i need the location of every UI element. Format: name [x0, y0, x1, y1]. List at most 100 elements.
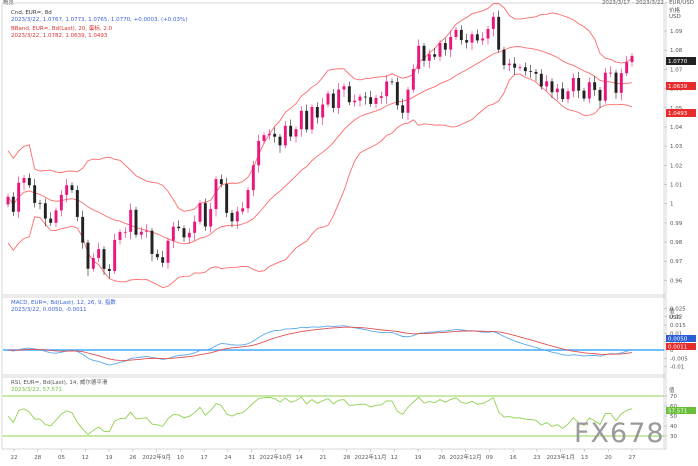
- candle: [470, 31, 474, 51]
- candle: [395, 77, 399, 110]
- candle: [294, 126, 298, 143]
- candle: [513, 57, 517, 76]
- date-tick-label: 19: [415, 455, 422, 461]
- watermark-logo: FX678: [574, 418, 665, 449]
- candle: [619, 68, 623, 101]
- price-axis-head: 价格: [669, 6, 681, 14]
- candle: [331, 88, 335, 113]
- macd-legend-values: 2023/3/22, 0.0050, -0.0011: [11, 307, 87, 313]
- candle: [150, 227, 154, 262]
- candle: [571, 73, 575, 98]
- price-tick-label: 0.96: [670, 278, 683, 284]
- candle: [33, 178, 37, 208]
- candle: [54, 207, 58, 228]
- macd-tick-label: 0: [670, 348, 674, 354]
- candle: [443, 38, 447, 56]
- candle: [582, 87, 586, 102]
- macd-tick-label: 0.005: [670, 340, 686, 346]
- candle: [385, 75, 389, 104]
- macd-legend-title: MACD, EUR=, Bd(Last), 12, 26, 9, 指数: [11, 298, 116, 306]
- bband-legend-values: 2023/3/22, 1.0782, 1.0639, 1.0493: [11, 33, 108, 39]
- candle: [230, 210, 234, 228]
- candle: [433, 47, 437, 60]
- date-tick-label: 28: [343, 455, 350, 461]
- candle: [587, 77, 591, 103]
- candle: [161, 250, 165, 268]
- candle: [11, 192, 15, 217]
- macd-signal-line: [7, 326, 633, 362]
- candle: [491, 12, 495, 37]
- date-tick-label: 14: [296, 455, 303, 461]
- candle: [118, 229, 122, 245]
- candle: [310, 104, 314, 134]
- candle: [406, 86, 410, 121]
- candle: [545, 74, 549, 91]
- rsi-legend-values: 2023/3/22, 57.571: [11, 387, 62, 393]
- date-tick-label: 2022年9月: [142, 453, 171, 461]
- candle: [358, 93, 362, 107]
- date-tick-label: 12: [82, 455, 89, 461]
- candle: [507, 59, 511, 72]
- candle: [518, 64, 522, 71]
- candle: [550, 78, 554, 99]
- candle: [427, 49, 431, 69]
- candle: [273, 127, 277, 143]
- candle: [198, 200, 202, 225]
- macd-tick-label: -0.005: [670, 356, 688, 362]
- candle: [342, 83, 346, 98]
- upper-band-badge: 1.0639: [666, 82, 696, 90]
- candle: [97, 242, 101, 263]
- svg-text:0.0050: 0.0050: [668, 337, 688, 343]
- candle: [65, 178, 69, 203]
- candle: [113, 233, 117, 274]
- date-tick-label: 27: [629, 455, 636, 461]
- candle: [630, 53, 634, 67]
- price-tick-label: 1.08: [670, 48, 683, 54]
- candle: [411, 64, 415, 93]
- macd-line: [7, 325, 633, 366]
- candle: [129, 203, 133, 240]
- candle: [278, 133, 282, 153]
- candle: [609, 66, 613, 78]
- candle: [283, 121, 287, 149]
- date-tick-label: 28: [34, 455, 41, 461]
- candle: [614, 69, 618, 99]
- candle: [43, 198, 47, 227]
- candle: [326, 90, 330, 108]
- date-tick-label: 2023年1月: [546, 453, 575, 461]
- price-tick-label: 0.97: [670, 259, 683, 265]
- rsi-axis-head: 值: [669, 386, 675, 394]
- candle: [219, 174, 223, 187]
- candle: [59, 190, 63, 217]
- candle: [625, 55, 629, 77]
- last-price-badge: 1.0770: [666, 57, 696, 65]
- svg-text:0.0011: 0.0011: [668, 345, 687, 351]
- main-legend-title: Cnd, EUR=, 8d: [11, 10, 52, 16]
- candle: [459, 25, 463, 45]
- candle: [486, 26, 490, 45]
- candle: [187, 228, 191, 244]
- candle: [534, 69, 538, 82]
- candle: [566, 88, 570, 104]
- candle: [257, 134, 261, 173]
- candle: [209, 202, 213, 233]
- price-tick-label: 1.02: [670, 163, 682, 169]
- date-axis: 22 28 05 12 19 26 2022年9月 10 17 24 31 2022年10月 14 21 2…: [11, 449, 636, 461]
- macd-tick-label: 0.025: [670, 306, 686, 312]
- rsi-tick-label: 50: [670, 414, 677, 420]
- date-tick-label: 23: [533, 455, 540, 461]
- date-tick-label: 10: [177, 455, 184, 461]
- candle: [235, 206, 239, 229]
- macd-value-badge: 0.0050: [666, 335, 696, 343]
- rsi-tick-label: 40: [670, 424, 677, 430]
- price-tick-label: 1.04: [670, 125, 683, 131]
- price-tick-label: 0.99: [670, 221, 683, 227]
- date-tick-label: 2022年11月: [355, 453, 387, 461]
- candle: [454, 26, 458, 40]
- candle: [315, 102, 319, 124]
- date-tick-label: 26: [438, 455, 445, 461]
- rsi-line: [7, 396, 633, 436]
- candle: [337, 83, 341, 114]
